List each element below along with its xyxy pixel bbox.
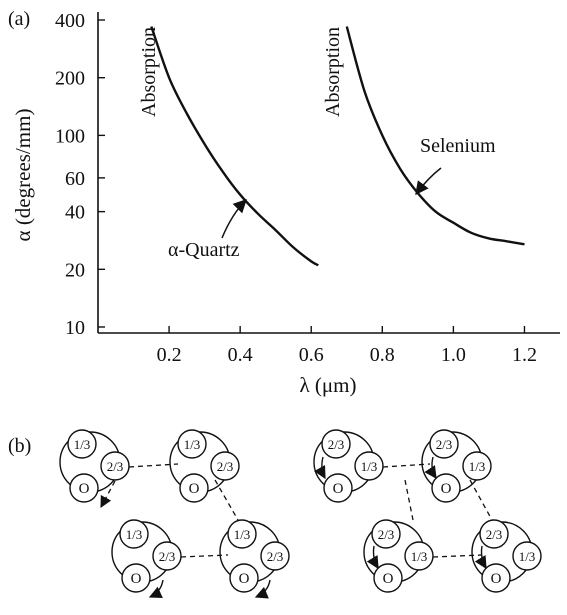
rotation-diagram: 1/3 2/3 O 1/3 2/3 O 1/3 2/3 O 1/3 2/3 O 2/3 1/3 O 2/3 1/… [59,429,542,599]
atom-bottom-left-0-circle [69,473,99,503]
bond-right-diag-1 [404,479,414,521]
y-tick-label: 60 [65,168,85,190]
atom-mid-right-2-circle [404,541,434,571]
panel-label-a: (a) [8,8,30,30]
rotation-arrow-right-2 [424,456,437,480]
atom-top-right-1-circle [429,429,459,459]
atom-top-right-3-circle [479,519,509,549]
atom-mid-right-3-circle [512,541,542,571]
atom-bottom-left-3-label: O [239,571,250,587]
quartz-arrow [221,199,247,239]
x-ticks: 0.2 0.4 0.6 0.8 1.0 1.2 [157,326,537,366]
atom-bottom-right-1-circle [431,473,461,503]
x-tick-label: 0.4 [228,344,253,366]
atom-bottom-left-2-label: O [131,571,142,587]
rotation-arrow-left-2 [254,579,271,599]
atom-mid-left-3-circle [260,541,290,571]
bond-right-bottom [432,554,483,558]
atom-top-left-3-circle [227,519,257,549]
atom-top-left-2-label: 1/3 [126,527,143,542]
atom-bottom-left-1-circle [179,473,209,503]
rotation-arrow-left-1 [148,579,164,599]
series-line-quartz [150,26,319,267]
x-axis-label: λ (μm) [299,373,356,397]
panel-label-b: (b) [8,435,31,457]
atom-top-left-0-label: 1/3 [74,437,91,452]
x-tick-label: 0.6 [299,344,324,366]
y-tick-label: 20 [65,259,85,281]
x-tick-label: 1.2 [512,344,537,366]
x-tick-label: 0.2 [157,344,182,366]
atom-mid-left-1-circle [210,451,240,481]
atom-mid-left-3-label: 2/3 [267,549,284,564]
atom-top-right-2-circle [371,519,401,549]
atom-top-left-2-circle [119,519,149,549]
y-axis-label: α (degrees/mm) [11,109,35,242]
y-tick-label: 40 [65,202,85,224]
bond-right-top [382,463,431,468]
atom-mid-right-2-label: 1/3 [411,549,428,564]
atom-mid-right-3-label: 1/3 [519,549,536,564]
atom-top-left-0-circle [67,429,97,459]
atom-bottom-left-0-label: O [79,481,90,497]
x-tick-label: 0.8 [370,344,395,366]
atom-top-left-1-label: 1/3 [184,437,201,452]
atom-mid-left-0-label: 2/3 [107,459,124,474]
atom-top-right-2-label: 2/3 [378,527,395,542]
atom-top-right-1-label: 2/3 [436,437,453,452]
atom-mid-right-0-circle [354,451,384,481]
atom-mid-right-1-label: 1/3 [469,459,486,474]
atom-bottom-right-0-label: O [333,481,344,497]
atom-mid-right-1-circle [462,451,492,481]
atom-bottom-right-0-circle [323,473,353,503]
atom-bottom-right-2-circle [373,563,403,593]
atom-mid-left-0-circle [100,451,130,481]
atom-mid-left-1-label: 2/3 [217,459,234,474]
atom-top-right-0-circle [321,429,351,459]
bond-left-diag-2 [214,479,239,521]
bond-right-diag-2 [469,479,493,521]
atom-mid-left-2-circle [152,541,182,571]
atom-bottom-left-2-circle [121,563,151,593]
y-tick-label: 400 [55,10,85,32]
atom-bottom-right-1-label: O [441,481,452,497]
atom-bottom-right-3-label: O [491,571,502,587]
bond-left-top [128,463,179,468]
atom-bottom-left-3-circle [229,563,259,593]
absorption-label-quartz: Absorption [138,27,160,117]
plot-area: 0.2 0.4 0.6 0.8 1.0 1.2 10 20 40 60 100 200 400 λ (… [11,10,560,397]
atom-top-right-0-label: 2/3 [328,437,345,452]
selenium-arrow [415,167,442,196]
y-tick-label: 200 [55,68,85,90]
rotation-arrow-right-3 [366,545,379,570]
y-tick-label: 10 [65,317,85,339]
y-tick-label: 100 [55,125,85,147]
atom-mid-right-0-label: 1/3 [361,459,378,474]
y-ticks: 10 20 40 60 100 200 400 [55,10,105,339]
quartz-label: α-Quartz [168,239,240,261]
bond-left-diag-1 [100,480,116,509]
atom-bottom-right-2-label: O [383,571,394,587]
atom-top-left-1-circle [177,429,207,459]
atom-top-right-3-label: 2/3 [486,527,503,542]
x-tick-label: 1.0 [441,344,466,366]
atom-bottom-right-3-circle [481,563,511,593]
bond-left-bottom [180,554,229,558]
rotation-arrow-right-1 [313,456,326,480]
series-line-selenium [345,26,525,246]
rotation-arrow-right-4 [474,545,487,570]
atom-bottom-left-1-label: O [189,481,200,497]
atom-top-left-3-label: 1/3 [234,527,251,542]
selenium-label: Selenium [420,135,496,157]
atom-mid-left-2-label: 2/3 [159,549,176,564]
absorption-label-selenium: Absorption [322,27,344,117]
